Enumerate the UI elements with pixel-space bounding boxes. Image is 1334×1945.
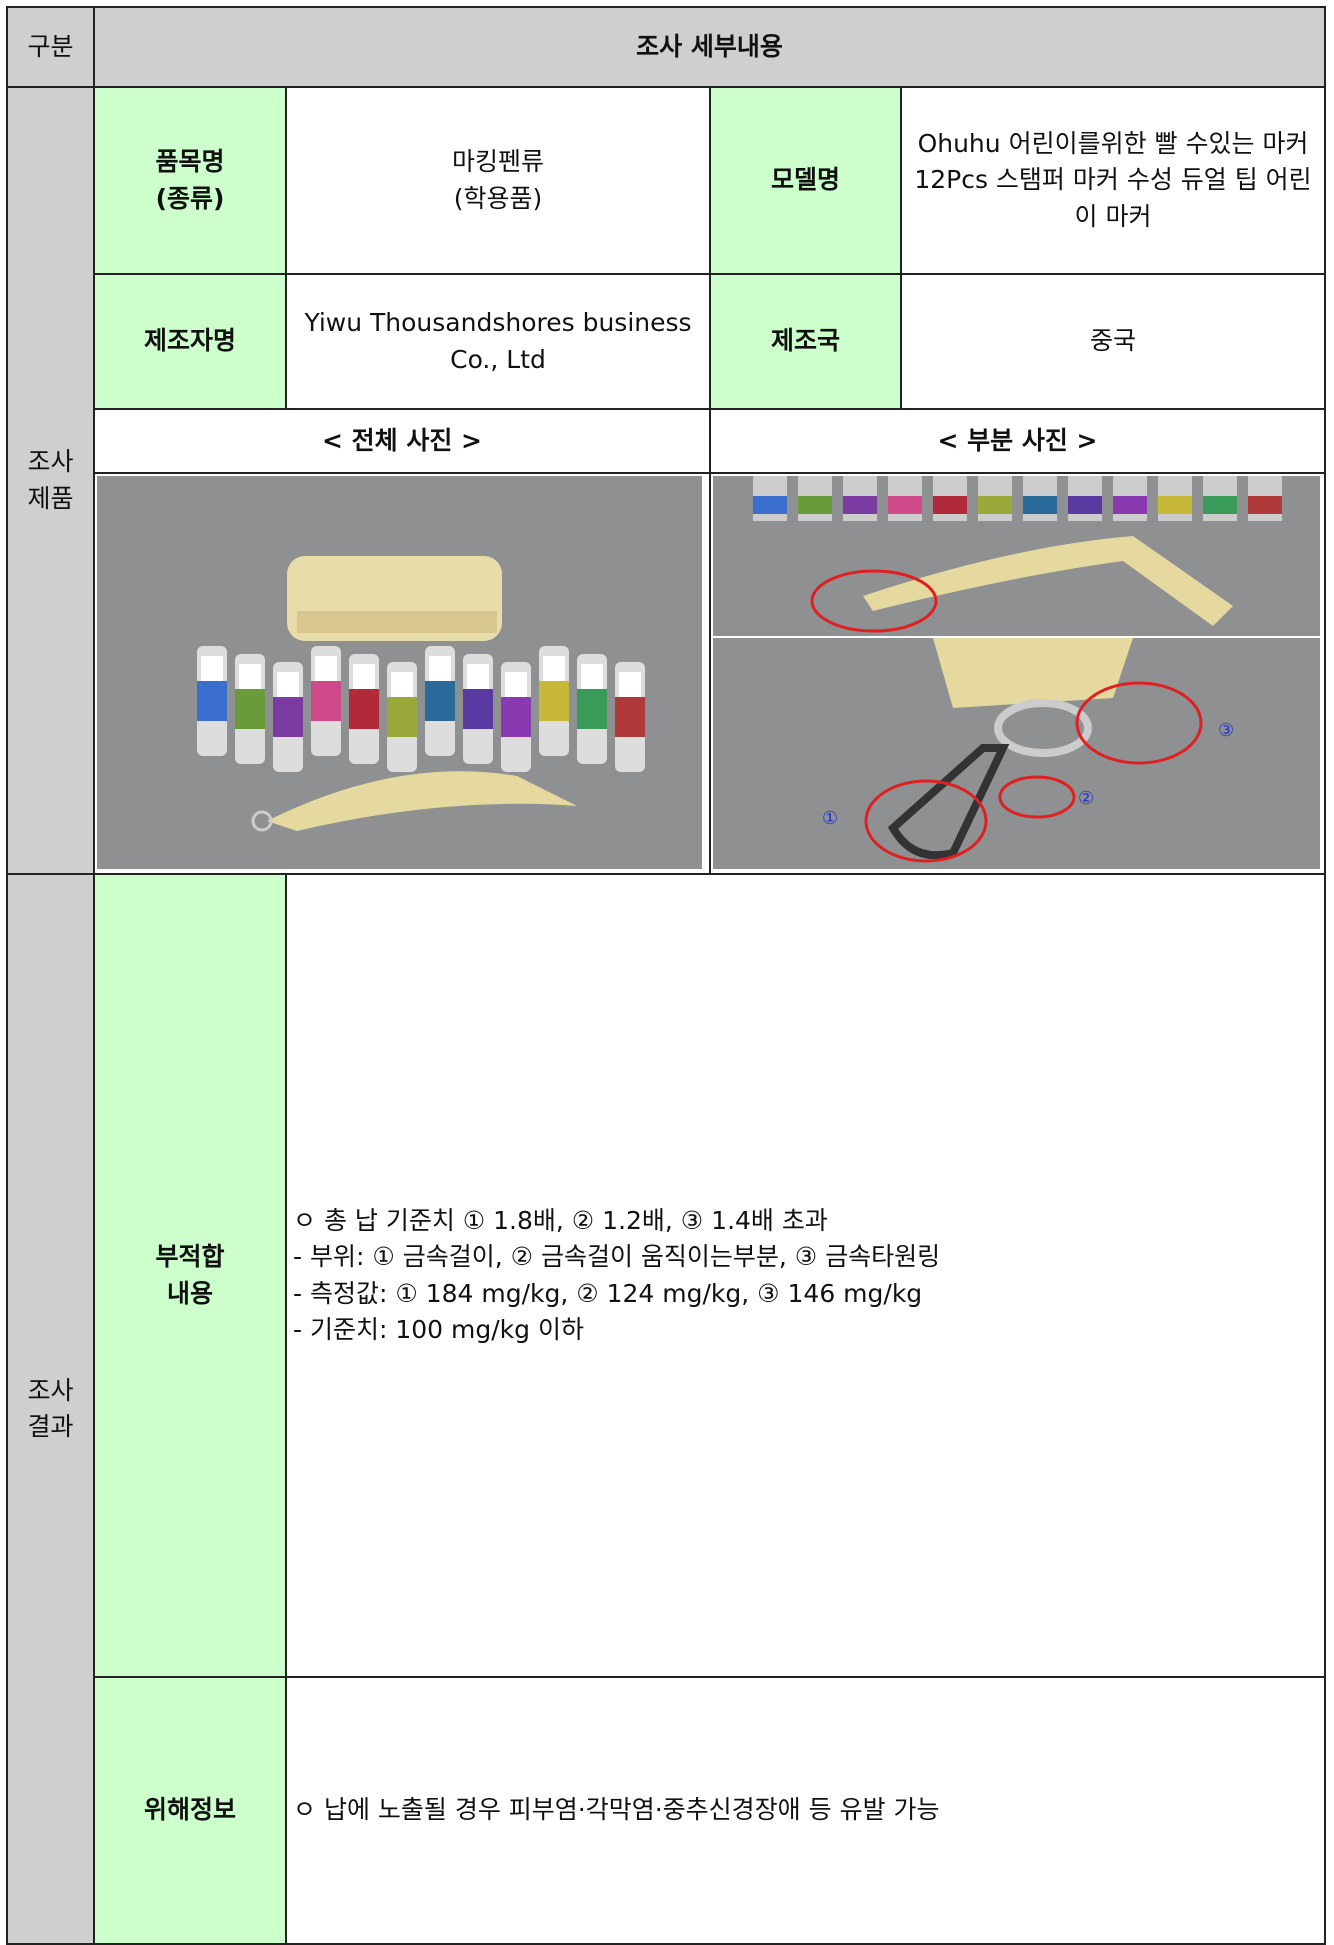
value-cell: 중국 [900, 273, 1326, 410]
section-label: 조사 결과 [6, 873, 95, 1945]
label-cell: 제조자명 [93, 273, 287, 410]
text-line: - 부위: ① 금속걸이, ② 금속걸이 움직이는부분, ③ 금속타원링 [293, 1242, 941, 1272]
section-label: 조사 제품 [6, 86, 95, 875]
label-cell: 제조국 [709, 273, 902, 410]
photo-callout: ② [1078, 788, 1095, 809]
photo [97, 476, 702, 869]
value-cell: Yiwu Thousandshores business Co., Ltd [285, 273, 711, 410]
photo-caption: < 전체 사진 > [93, 408, 711, 474]
label-cell: 부적합 내용 [93, 873, 287, 1678]
text-line: - 측정값: ① 184 mg/kg, ② 124 mg/kg, ③ 146 m… [293, 1278, 923, 1308]
photo [713, 638, 1320, 869]
photo-caption: < 부분 사진 > [709, 408, 1326, 474]
photo-callout: ③ [1218, 720, 1235, 741]
text-line: - 기준치: 100 mg/kg 이하 [293, 1314, 584, 1344]
photo [713, 476, 1320, 636]
value-cell: 마킹펜류 (학용품) [285, 86, 711, 275]
photo-image [753, 476, 1282, 633]
label-cell: 모델명 [709, 86, 902, 275]
label-cell: 위해정보 [93, 1676, 287, 1945]
text-cell: ㅇ 총 납 기준치 ① 1.8배, ② 1.2배, ③ 1.4배 초과 - 부위:… [285, 873, 1326, 1678]
label-cell: 품목명 (종류) [93, 86, 287, 275]
header-cell: 조사 세부내용 [93, 6, 1326, 88]
text-line: ㅇ 총 납 기준치 ① 1.8배, ② 1.2배, ③ 1.4배 초과 [293, 1206, 828, 1235]
header-cell: 구분 [6, 6, 95, 88]
photo-callout: ① [822, 808, 839, 829]
value-cell: Ohuhu 어린이를위한 빨 수있는 마커 12Pcs 스탬퍼 마커 수성 듀얼… [900, 86, 1326, 275]
photo-image [197, 556, 645, 832]
text-cell: ㅇ 납에 노출될 경우 피부염·각막염·중추신경장애 등 유발 가능 [285, 1676, 1326, 1945]
photo-image [864, 638, 1203, 863]
